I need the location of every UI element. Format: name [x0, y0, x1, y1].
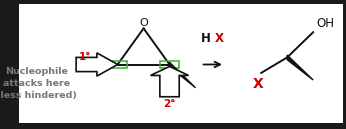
Polygon shape: [151, 66, 189, 97]
Bar: [160, 61, 179, 68]
Text: 1°: 1°: [79, 52, 91, 62]
Text: OH: OH: [316, 17, 334, 30]
Text: Nucleophile
attacks here
(less hindered): Nucleophile attacks here (less hindered): [0, 67, 77, 100]
Text: O: O: [139, 18, 148, 28]
Polygon shape: [76, 53, 118, 76]
Text: X: X: [215, 32, 224, 45]
Polygon shape: [170, 62, 195, 88]
Bar: [108, 61, 127, 68]
Text: 2°: 2°: [163, 99, 176, 110]
Text: X: X: [252, 77, 263, 91]
Text: H: H: [200, 32, 210, 45]
Polygon shape: [287, 55, 313, 80]
